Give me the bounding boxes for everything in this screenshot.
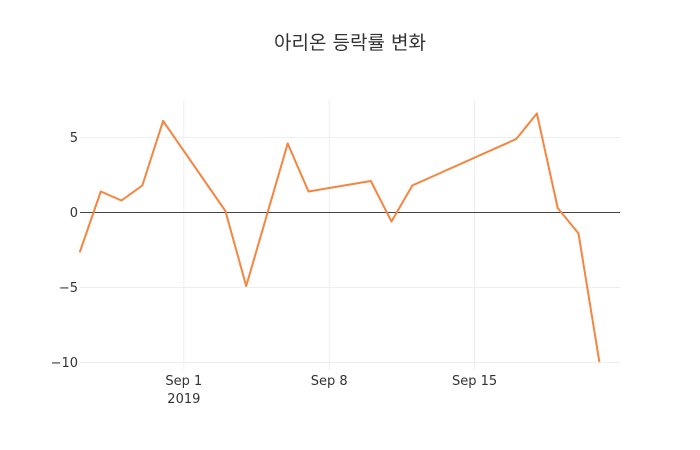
- x-tick-label: Sep 15: [452, 374, 497, 389]
- data-point: [556, 207, 559, 209]
- series-layer: [79, 112, 601, 362]
- x-tick-sublabel: 2019: [167, 392, 200, 407]
- data-point: [120, 199, 123, 202]
- data-point: [307, 190, 310, 193]
- data-point: [162, 120, 165, 122]
- data-point: [515, 138, 518, 140]
- data-point: [598, 360, 601, 362]
- data-point: [535, 112, 538, 115]
- y-tick-label: −10: [51, 356, 78, 371]
- data-point: [141, 184, 144, 187]
- data-point: [411, 184, 414, 187]
- data-point: [224, 210, 227, 212]
- data-point: [245, 285, 248, 287]
- y-tick-label: 5: [70, 131, 78, 146]
- data-point: [79, 250, 81, 253]
- x-tick-label: Sep 1: [165, 374, 202, 389]
- axis-tick-labels: 5 0 −5 −10 Sep 1 2019 Sep 8 Sep 15: [51, 131, 498, 407]
- series-line: [79, 112, 601, 362]
- data-point: [577, 232, 580, 235]
- x-tick-label: Sep 8: [311, 374, 348, 389]
- chart-title: 아리온 등락률 변화: [274, 32, 426, 54]
- data-point: [390, 220, 393, 223]
- data-point: [99, 190, 102, 193]
- y-tick-label: 0: [70, 206, 78, 221]
- data-point: [369, 180, 372, 182]
- grid-lines: [80, 100, 620, 370]
- y-tick-label: −5: [59, 281, 78, 296]
- data-point: [286, 142, 289, 145]
